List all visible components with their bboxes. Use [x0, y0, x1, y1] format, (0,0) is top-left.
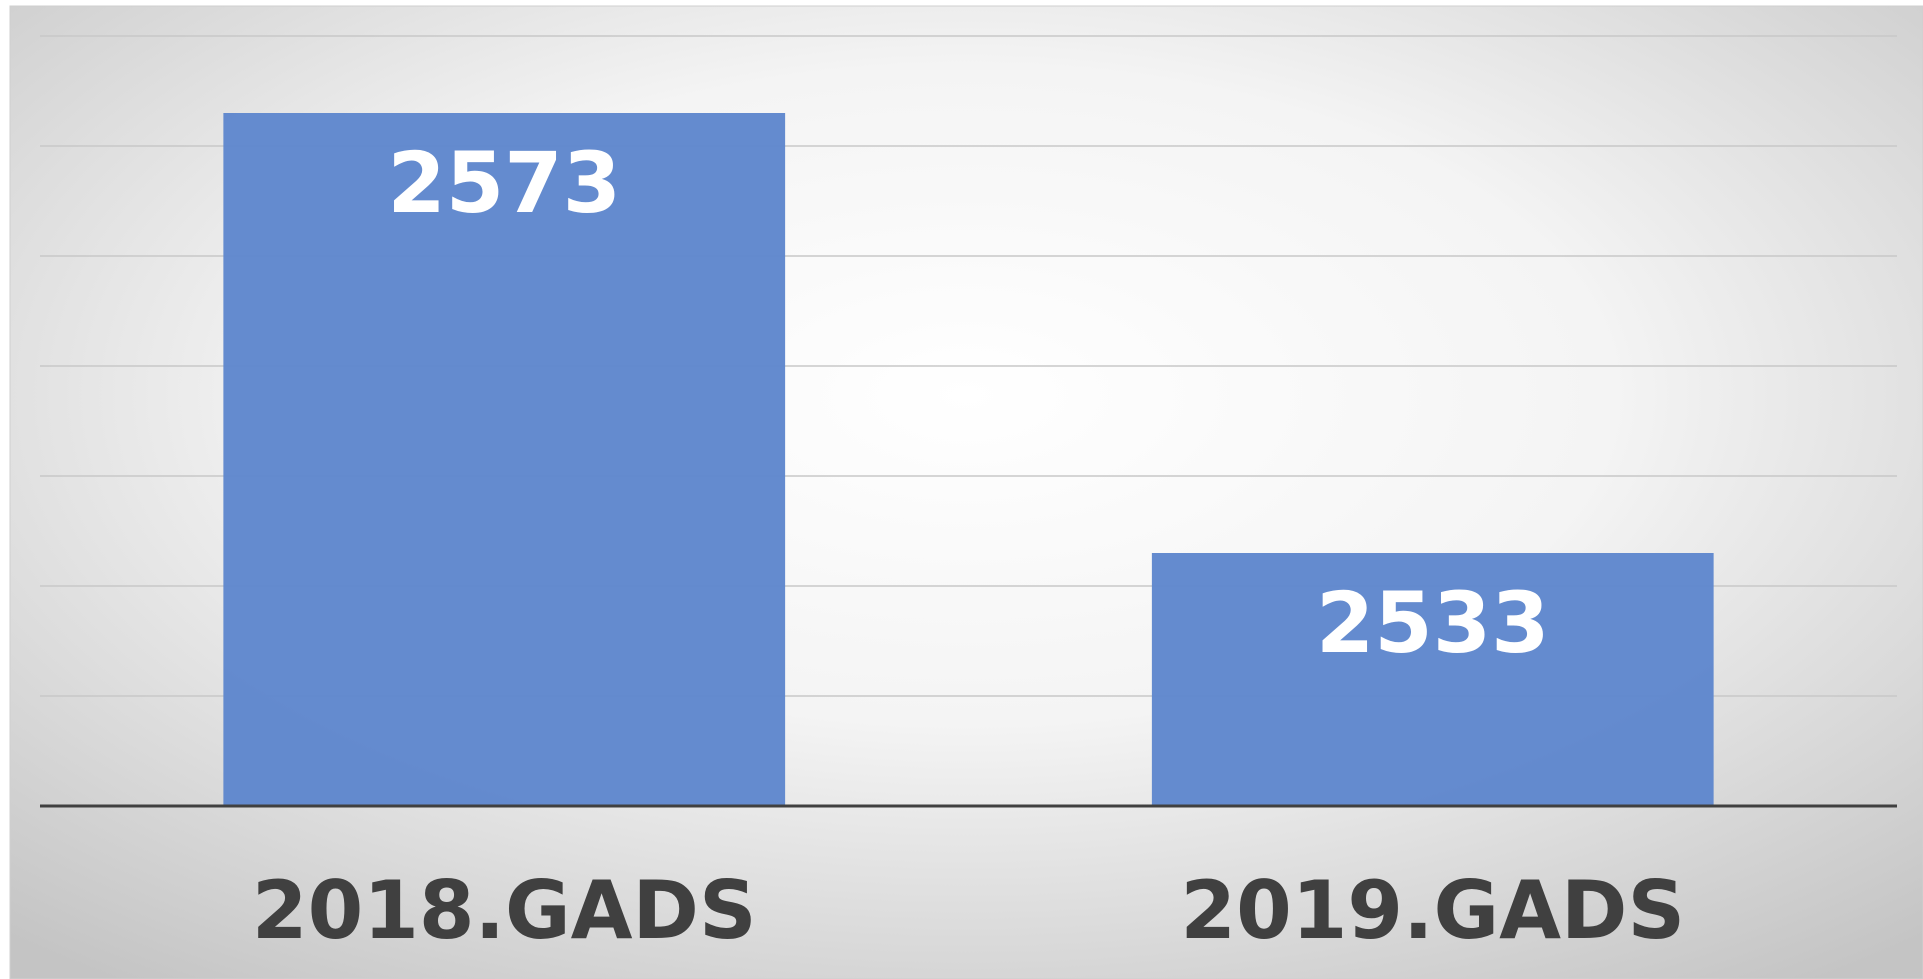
x-tick-label: 2019.GADS: [1180, 864, 1685, 957]
x-tick-label: 2018.GADS: [252, 864, 757, 957]
bar: [1151, 553, 1714, 806]
value-label: 2533: [1316, 574, 1550, 672]
value-label: 2573: [387, 134, 621, 232]
bar: [223, 113, 786, 806]
